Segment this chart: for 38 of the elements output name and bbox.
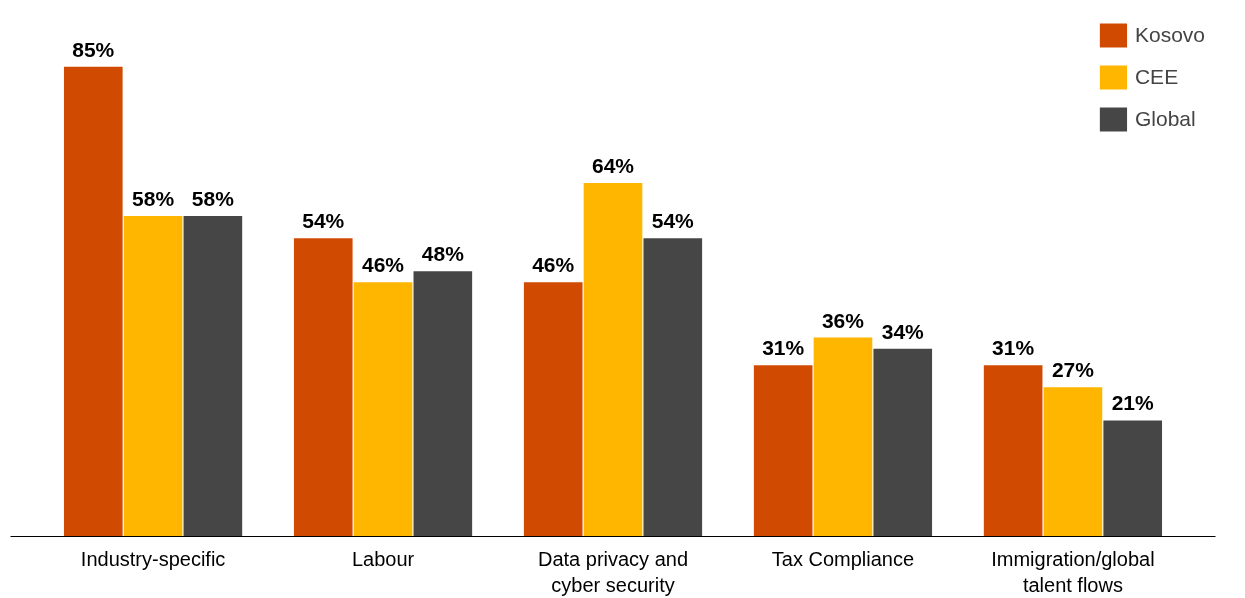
- bar: [353, 282, 413, 537]
- legend-label: CEE: [1134, 65, 1179, 89]
- legend-label: Kosovo: [1134, 23, 1205, 47]
- data-label: 36%: [821, 308, 865, 332]
- data-label: 34%: [881, 319, 925, 343]
- bar: [1103, 420, 1163, 537]
- bar: [293, 238, 353, 537]
- data-label: 31%: [992, 336, 1035, 360]
- data-label: 58%: [132, 187, 175, 211]
- bar: [183, 216, 243, 537]
- bar: [583, 182, 643, 537]
- data-label: 48%: [421, 242, 465, 266]
- data-label: 54%: [651, 209, 695, 233]
- data-label: 58%: [191, 187, 235, 211]
- legend-label: Global: [1134, 107, 1196, 131]
- bar: [753, 365, 813, 537]
- x-tick-label: Data privacy and cyber security: [537, 547, 689, 596]
- data-label: 54%: [302, 209, 345, 233]
- data-label: 27%: [1051, 358, 1095, 382]
- bar: [873, 348, 933, 537]
- data-label: 31%: [762, 336, 805, 360]
- bar: [983, 365, 1043, 537]
- bar: [523, 282, 583, 537]
- bar: [813, 337, 873, 537]
- bar: [413, 271, 473, 537]
- bar: [63, 66, 123, 537]
- x-tick-label: Immigration/global talent flows: [991, 547, 1155, 596]
- bar: [643, 238, 703, 537]
- data-label: 21%: [1111, 391, 1155, 415]
- data-label: 46%: [532, 253, 575, 277]
- x-tick-label: Labour: [351, 547, 415, 570]
- data-label: 46%: [362, 253, 405, 277]
- bar: [1043, 387, 1103, 537]
- bar: [123, 216, 183, 537]
- data-label: 85%: [72, 37, 115, 61]
- x-tick-label: Industry-specific: [80, 547, 226, 570]
- x-tick-label: Tax Compliance: [771, 547, 915, 570]
- data-label: 64%: [591, 153, 635, 177]
